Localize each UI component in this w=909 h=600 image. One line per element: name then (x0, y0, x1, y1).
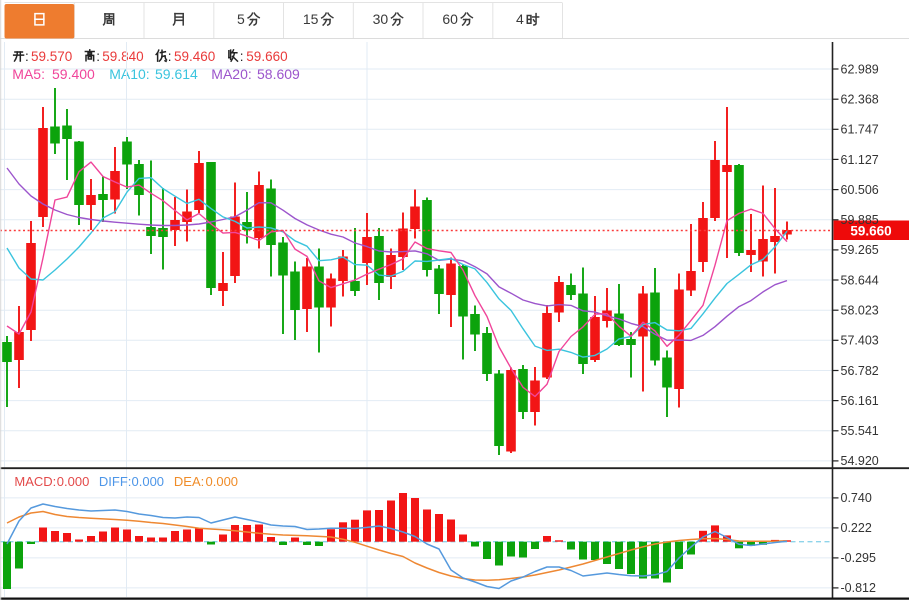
svg-text::: : (240, 49, 244, 64)
svg-text:59.840: 59.840 (102, 49, 143, 64)
svg-text:0.000: 0.000 (206, 474, 239, 489)
svg-text:62.989: 62.989 (841, 62, 879, 76)
svg-text:MA20:: MA20: (211, 66, 251, 82)
svg-text:MACD:: MACD: (14, 474, 56, 489)
svg-text:59.885: 59.885 (841, 213, 879, 227)
svg-text:-0.295: -0.295 (841, 551, 876, 565)
svg-text:59.614: 59.614 (155, 66, 198, 82)
svg-text:59.265: 59.265 (841, 243, 879, 257)
svg-text:0.000: 0.000 (132, 474, 165, 489)
svg-text:54.920: 54.920 (841, 454, 879, 468)
svg-text:0.222: 0.222 (841, 521, 872, 535)
svg-text:55.541: 55.541 (841, 424, 879, 438)
svg-text:58.609: 58.609 (257, 66, 300, 82)
svg-text:61.127: 61.127 (841, 153, 879, 167)
svg-text:60.506: 60.506 (841, 183, 879, 197)
svg-text::: : (168, 49, 172, 64)
svg-text:15: 15 (303, 11, 319, 27)
svg-text:61.747: 61.747 (841, 123, 879, 137)
svg-text:59.570: 59.570 (31, 49, 72, 64)
svg-text:58.023: 58.023 (841, 304, 879, 318)
svg-text:59.400: 59.400 (52, 66, 95, 82)
svg-text:DIFF:: DIFF: (99, 474, 131, 489)
svg-text:5: 5 (237, 11, 245, 27)
svg-text:59.460: 59.460 (174, 49, 215, 64)
svg-text:62.368: 62.368 (841, 93, 879, 107)
svg-text:56.782: 56.782 (841, 364, 879, 378)
svg-text:59.660: 59.660 (850, 223, 891, 238)
svg-text:59.660: 59.660 (246, 49, 287, 64)
svg-text:MA10:: MA10: (109, 66, 149, 82)
svg-text::: : (25, 49, 29, 64)
svg-text:30: 30 (373, 11, 389, 27)
svg-text:DEA:: DEA: (174, 474, 204, 489)
svg-text:4: 4 (516, 11, 524, 27)
svg-text:MA5:: MA5: (12, 66, 45, 82)
svg-text:56.161: 56.161 (841, 394, 879, 408)
svg-text:57.403: 57.403 (841, 334, 879, 348)
svg-text:0.740: 0.740 (841, 491, 872, 505)
svg-text:60: 60 (442, 11, 458, 27)
svg-text:58.644: 58.644 (841, 273, 879, 287)
svg-text:0.000: 0.000 (57, 474, 90, 489)
svg-text::: : (96, 49, 100, 64)
svg-text:-0.812: -0.812 (841, 581, 876, 595)
